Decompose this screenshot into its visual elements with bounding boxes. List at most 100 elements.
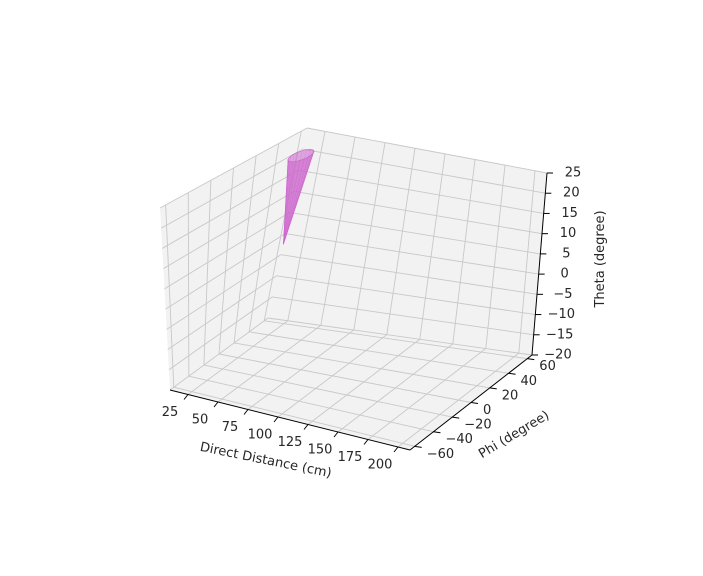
x-tick-mark [243,409,249,415]
x-tick-label: 100 [248,428,273,443]
grid-z-left [168,296,273,371]
grid-y-left [187,192,190,377]
grid-y-left [233,155,257,343]
y-tick-mark [433,431,441,434]
grid-y-floor [173,386,415,447]
grid-x-back [353,142,386,331]
x-tick-mark [303,424,309,430]
y-tick-mark [470,402,479,404]
z-tick-label: −15 [546,327,573,342]
cone-mesh-line [283,158,305,245]
grid-z-left [167,275,277,350]
y-tick-label: 40 [521,374,538,389]
grid-x-back [320,136,356,326]
tick-labels: 25 50 75 100 125 150 175 200−60−40−200204060−20… [162,166,582,473]
y-tick-label: −40 [445,432,472,447]
x-tick-label: 125 [278,435,303,450]
grid-y-floor [218,353,472,403]
z-axis-line [531,172,548,356]
grid-z-back [306,127,548,174]
y-tick-mark [452,416,460,419]
z-tick-label: 10 [560,226,577,241]
x-tick-label: 200 [368,458,393,473]
grid-y-left [218,167,234,355]
z-tick-label: 5 [562,246,570,261]
cone-mesh-line [283,149,311,245]
grid-z-left [160,148,303,229]
grid-z-back [293,190,543,235]
grid-z-left [166,254,282,330]
grid-z-back [289,212,541,255]
cone-mesh-line [283,154,294,245]
grid-z-left [163,190,295,270]
x-tick-label: 25 [162,405,179,420]
floor-pane [170,318,532,450]
grid-z-left [161,169,299,249]
z-tick-label: −5 [553,287,572,302]
cone-mesh-line [283,150,315,245]
y-tick-mark [414,445,422,448]
grid-y-floor [264,320,528,360]
z-tick-label: 15 [561,206,578,221]
y-tick-label: 0 [483,403,491,418]
cone-mesh-line [283,160,289,245]
z-axis-label: Theta (degree) [593,210,608,308]
x-tick-mark [333,431,339,438]
grid-z-back [285,233,539,275]
x-tick-label: 75 [222,420,239,435]
grid-y-left [165,204,175,388]
x-tick-label: 150 [308,443,333,458]
grid-x-back [386,148,416,335]
y-tick-label: −60 [427,447,454,462]
grid-lines [159,127,548,448]
y-tick-label: 60 [539,359,556,374]
grid-x-back [287,131,326,321]
cone-mesh-line [283,152,298,245]
cone-mesh-line [283,161,292,245]
y-tick-label: −20 [464,418,491,433]
grid-z-left [159,127,308,209]
grid-z-back [276,275,536,316]
y-tick-mark [508,372,516,375]
x-axis-line [169,389,411,451]
x-tick-mark [183,394,189,400]
z-tick-label: 0 [561,267,569,282]
back-pane [268,128,547,355]
x-tick-mark [393,446,399,453]
grid-z-left [165,233,286,310]
cone-mesh-line [283,156,291,245]
grid-y-floor [188,375,434,433]
cone-mesh-line [283,160,300,245]
grid-z-back [267,317,533,356]
grid-y-floor [203,364,453,418]
grid-x-back [485,165,506,349]
grid-x-back [452,159,476,344]
grid-x-back [518,170,536,354]
grid-y-floor [249,331,509,374]
z-tick-label: −10 [548,307,575,322]
cone-mesh-line [283,161,290,245]
x-tick-label: 50 [192,413,209,428]
grid-z-back [298,169,544,214]
z-tick-label: 25 [565,166,582,181]
y-tick-label: 20 [502,388,519,403]
grid-y-left [203,180,212,366]
grid-x-back [419,153,446,340]
grid-z-back [280,254,538,295]
y-tick-mark [489,387,497,390]
grid-z-left [169,317,269,391]
grid-z-back [272,296,534,336]
axes-panes [160,128,547,450]
z-tick-label: 20 [563,186,580,201]
x-tick-mark [213,401,219,408]
grid-z-back [302,148,546,194]
grid-z-left [164,212,290,290]
x-tick-mark [273,416,279,423]
x-tick-mark [363,439,369,445]
cone-mesh-line [283,161,296,245]
left-pane [160,128,307,390]
grid-y-left [248,143,280,332]
cone-mesh-line [283,149,314,245]
grid-y-floor [233,342,490,389]
